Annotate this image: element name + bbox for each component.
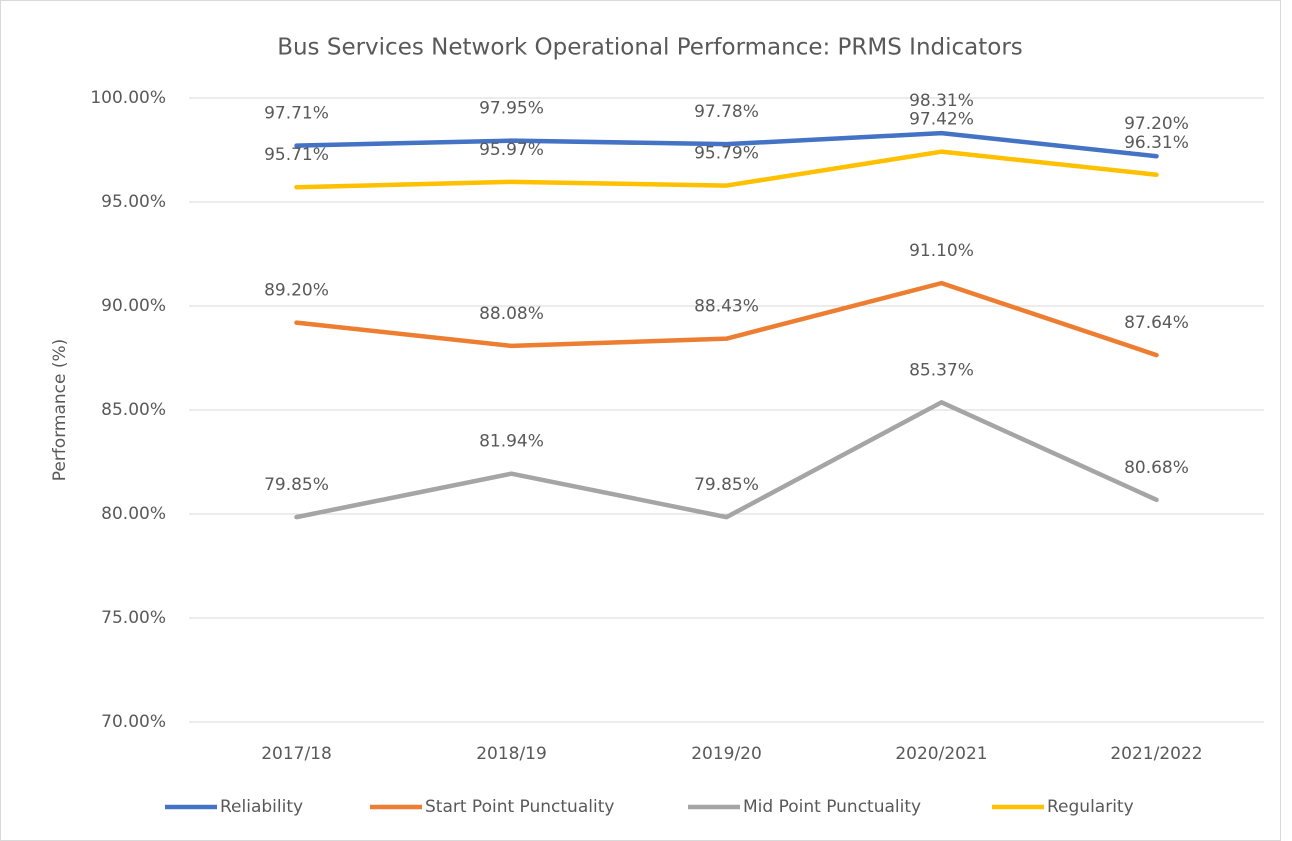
y-tick-label: 75.00% [101, 608, 166, 628]
data-label: 88.43% [694, 297, 759, 317]
data-label: 97.20% [1124, 114, 1189, 134]
y-tick-label: 100.00% [90, 88, 166, 108]
data-label: 81.94% [479, 432, 544, 452]
data-label: 96.31% [1124, 133, 1189, 153]
data-label: 98.31% [909, 91, 974, 111]
series-line [294, 149, 1159, 190]
data-label: 95.97% [479, 140, 544, 160]
data-label: 97.78% [694, 102, 759, 122]
data-label: 87.64% [1124, 313, 1189, 333]
y-tick-label: 95.00% [101, 192, 166, 212]
data-label: 95.71% [264, 145, 329, 165]
data-label: 79.85% [264, 475, 329, 495]
series-line [294, 400, 1159, 520]
data-label: 89.20% [264, 281, 329, 301]
data-label: 95.79% [694, 144, 759, 164]
legend-label: Mid Point Punctuality [743, 797, 921, 817]
y-tick-label: 90.00% [101, 296, 166, 316]
data-label: 97.42% [909, 110, 974, 130]
y-tick-label: 85.00% [101, 400, 166, 420]
data-label: 97.71% [264, 104, 329, 124]
chart-title: Bus Services Network Operational Perform… [277, 35, 1023, 61]
legend-label: Start Point Punctuality [425, 797, 614, 817]
y-axis-label: Performance (%) [50, 339, 70, 482]
series-line [294, 280, 1159, 358]
x-tick-label: 2021/2022 [1110, 744, 1202, 764]
y-tick-label: 70.00% [101, 712, 166, 732]
data-label: 80.68% [1124, 458, 1189, 478]
legend-label: Reliability [220, 797, 303, 817]
data-label: 85.37% [909, 360, 974, 380]
x-tick-label: 2017/18 [261, 744, 332, 764]
x-tick-label: 2020/2021 [895, 744, 987, 764]
data-label: 97.95% [479, 99, 544, 119]
y-tick-label: 80.00% [101, 504, 166, 524]
series-line [294, 130, 1159, 159]
data-label: 88.08% [479, 304, 544, 324]
x-tick-label: 2019/20 [691, 744, 762, 764]
data-label: 79.85% [694, 475, 759, 495]
legend-label: Regularity [1047, 797, 1134, 817]
x-tick-label: 2018/19 [476, 744, 547, 764]
data-label: 91.10% [909, 241, 974, 261]
